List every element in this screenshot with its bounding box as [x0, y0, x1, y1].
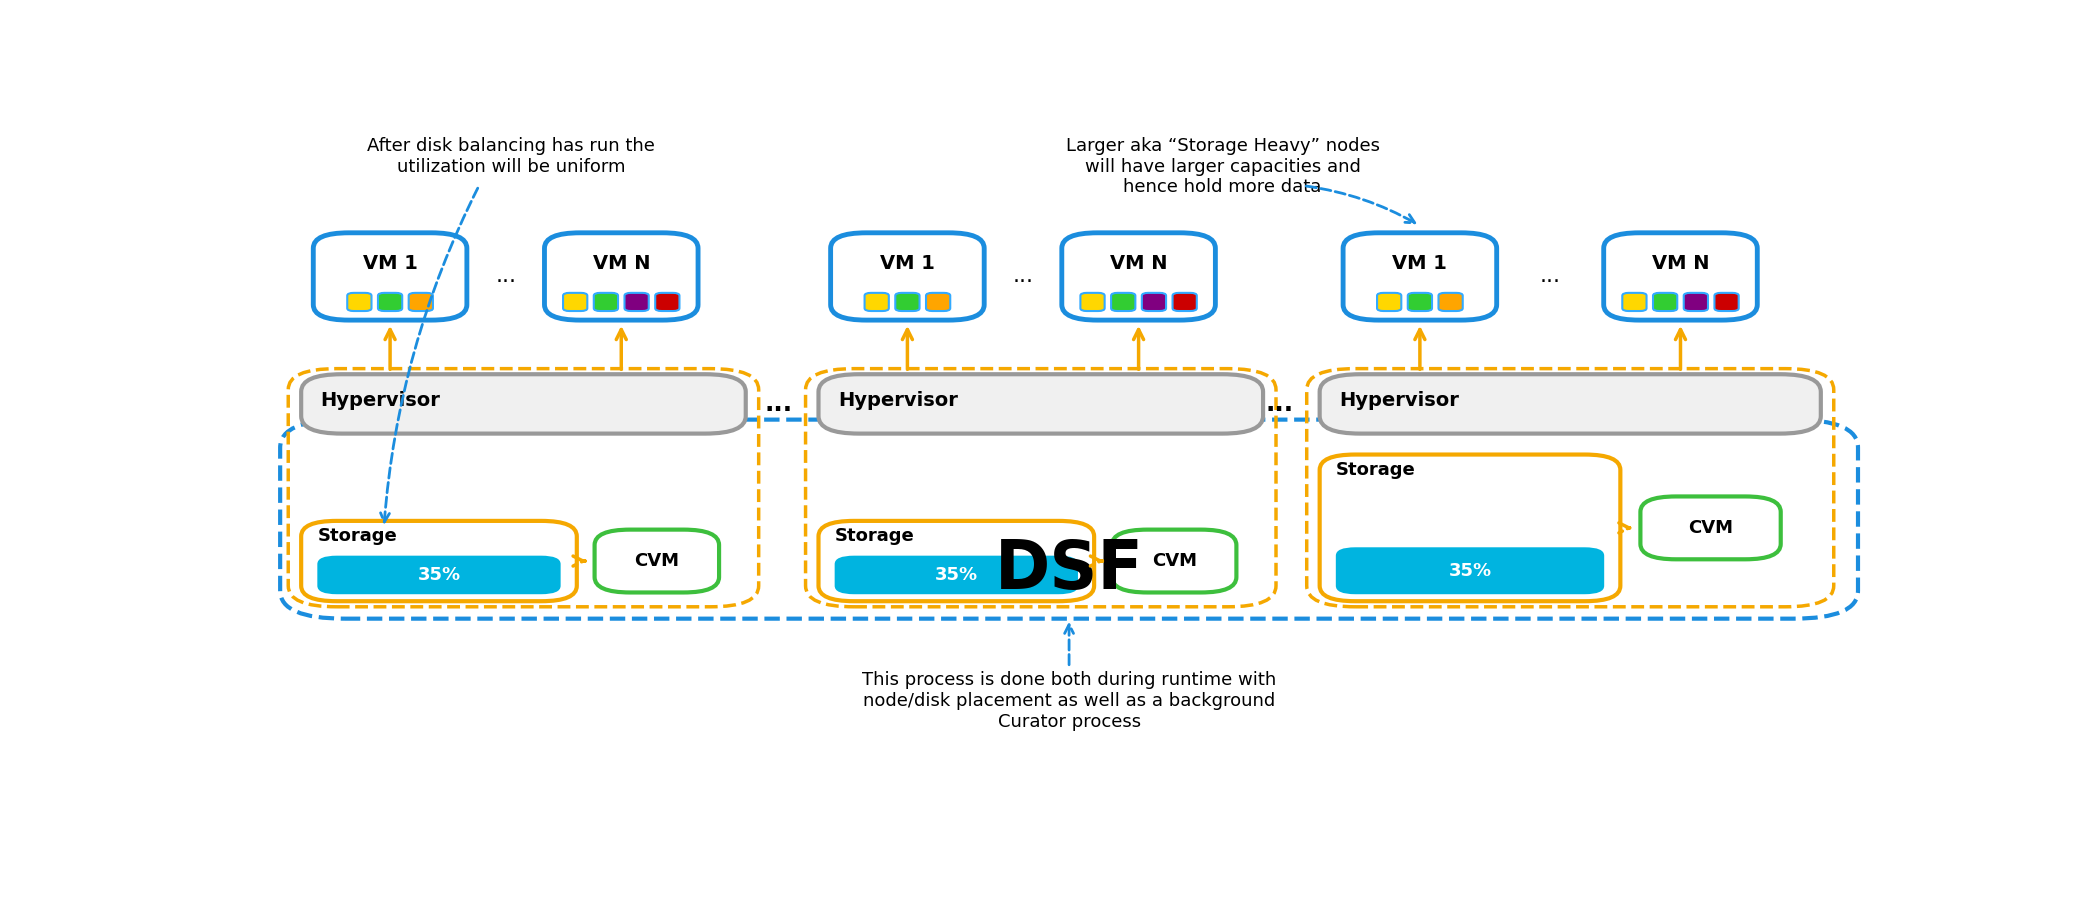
FancyBboxPatch shape	[655, 293, 680, 311]
FancyBboxPatch shape	[300, 375, 747, 434]
FancyBboxPatch shape	[317, 556, 561, 594]
FancyBboxPatch shape	[544, 233, 699, 320]
Text: 35%: 35%	[935, 566, 978, 584]
FancyBboxPatch shape	[926, 293, 951, 311]
Text: Hypervisor: Hypervisor	[1339, 392, 1458, 411]
Text: ...: ...	[1266, 392, 1293, 416]
FancyBboxPatch shape	[1112, 293, 1135, 311]
Text: VM 1: VM 1	[363, 254, 417, 273]
FancyBboxPatch shape	[378, 293, 403, 311]
FancyBboxPatch shape	[1141, 293, 1166, 311]
Text: VM N: VM N	[1652, 254, 1708, 273]
Text: VM N: VM N	[1110, 254, 1168, 273]
FancyBboxPatch shape	[895, 293, 920, 311]
Text: Hypervisor: Hypervisor	[321, 392, 440, 411]
Text: Storage: Storage	[1335, 461, 1416, 479]
Text: ...: ...	[1012, 267, 1033, 287]
FancyBboxPatch shape	[1439, 293, 1462, 311]
FancyBboxPatch shape	[1320, 454, 1621, 601]
Text: Storage: Storage	[834, 527, 914, 545]
FancyBboxPatch shape	[595, 293, 617, 311]
FancyBboxPatch shape	[1715, 293, 1740, 311]
Text: ...: ...	[763, 392, 793, 416]
FancyBboxPatch shape	[818, 375, 1264, 434]
Text: CVM: CVM	[634, 552, 680, 570]
FancyBboxPatch shape	[313, 233, 467, 320]
FancyBboxPatch shape	[1112, 530, 1237, 592]
FancyBboxPatch shape	[1640, 496, 1781, 560]
Text: VM N: VM N	[592, 254, 651, 273]
Text: Storage: Storage	[317, 527, 396, 545]
FancyBboxPatch shape	[1172, 293, 1197, 311]
FancyBboxPatch shape	[1604, 233, 1756, 320]
Text: VM 1: VM 1	[1393, 254, 1448, 273]
FancyBboxPatch shape	[1377, 293, 1402, 311]
FancyBboxPatch shape	[818, 521, 1095, 601]
FancyBboxPatch shape	[1652, 293, 1677, 311]
Text: CVM: CVM	[1688, 519, 1733, 537]
FancyBboxPatch shape	[624, 293, 649, 311]
FancyBboxPatch shape	[1062, 233, 1216, 320]
FancyBboxPatch shape	[346, 293, 371, 311]
Text: 35%: 35%	[417, 566, 461, 584]
FancyBboxPatch shape	[1081, 293, 1106, 311]
Text: This process is done both during runtime with
node/disk placement as well as a b: This process is done both during runtime…	[862, 671, 1277, 731]
FancyBboxPatch shape	[830, 233, 985, 320]
FancyBboxPatch shape	[1335, 547, 1604, 594]
FancyBboxPatch shape	[1408, 293, 1431, 311]
Text: After disk balancing has run the
utilization will be uniform: After disk balancing has run the utiliza…	[367, 137, 655, 176]
FancyBboxPatch shape	[563, 293, 588, 311]
Text: CVM: CVM	[1151, 552, 1197, 570]
FancyBboxPatch shape	[1623, 293, 1646, 311]
FancyBboxPatch shape	[834, 556, 1078, 594]
FancyBboxPatch shape	[1343, 233, 1496, 320]
Text: Hypervisor: Hypervisor	[839, 392, 957, 411]
Text: VM 1: VM 1	[880, 254, 935, 273]
Text: 35%: 35%	[1448, 561, 1491, 580]
FancyBboxPatch shape	[300, 521, 578, 601]
Text: ...: ...	[494, 267, 515, 287]
Text: ...: ...	[1539, 267, 1560, 287]
FancyBboxPatch shape	[1683, 293, 1708, 311]
FancyBboxPatch shape	[409, 293, 434, 311]
Text: DSF: DSF	[995, 537, 1143, 603]
FancyBboxPatch shape	[595, 530, 720, 592]
FancyBboxPatch shape	[1320, 375, 1821, 434]
FancyBboxPatch shape	[864, 293, 889, 311]
Text: Larger aka “Storage Heavy” nodes
will have larger capacities and
hence hold more: Larger aka “Storage Heavy” nodes will ha…	[1066, 137, 1379, 197]
